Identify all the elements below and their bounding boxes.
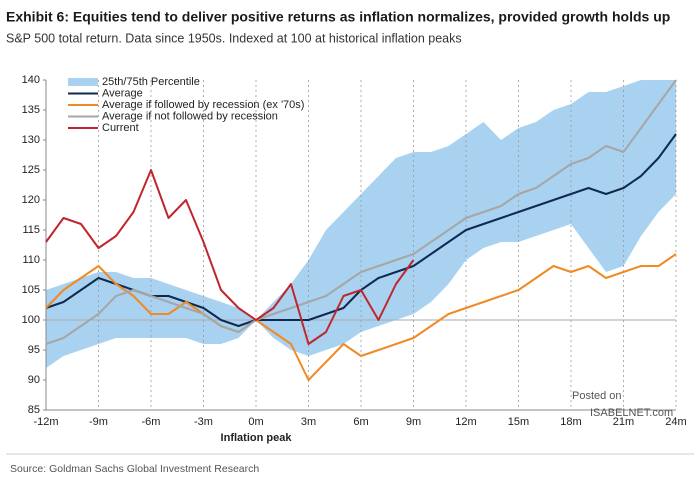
- x-tick-label: 21m: [613, 416, 634, 428]
- series-line: [45, 253, 677, 381]
- legend-label: 25th/75th Percentile: [102, 76, 200, 88]
- x-tick-label: 0m: [248, 416, 263, 428]
- y-tick-label: 130: [22, 134, 40, 146]
- legend-label: Current: [102, 122, 139, 134]
- x-tick-label: 9m: [406, 416, 421, 428]
- y-tick-label: 100: [22, 314, 40, 326]
- x-tick-label: 3m: [301, 416, 316, 428]
- legend-swatch: [68, 78, 98, 86]
- x-tick-label: 24m: [665, 416, 686, 428]
- y-tick-label: 125: [22, 164, 40, 176]
- legend-label: Average if not followed by recession: [102, 110, 278, 122]
- y-tick-label: 120: [22, 194, 40, 206]
- x-tick-label: 15m: [508, 416, 529, 428]
- y-tick-label: 95: [28, 344, 40, 356]
- source: Source: Goldman Sachs Global Investment …: [10, 463, 259, 475]
- y-tick-label: 105: [22, 284, 40, 296]
- y-tick-label: 115: [22, 224, 40, 236]
- x-tick-label: 6m: [353, 416, 368, 428]
- x-tick-label: 12m: [455, 416, 476, 428]
- x-tick-label: -9m: [89, 416, 108, 428]
- x-axis-label: Inflation peak: [221, 432, 293, 444]
- x-tick-label: -6m: [142, 416, 161, 428]
- legend-label: Average: [102, 87, 143, 99]
- chart-subtitle: S&P 500 total return. Data since 1950s. …: [6, 31, 462, 45]
- chart-title: Exhibit 6: Equities tend to deliver posi…: [6, 9, 670, 25]
- y-tick-label: 85: [28, 404, 40, 416]
- x-tick-label: 18m: [560, 416, 581, 428]
- y-tick-label: 90: [28, 374, 40, 386]
- series-line: [45, 79, 677, 345]
- x-tick-label: -12m: [33, 416, 58, 428]
- y-tick-label: 135: [22, 104, 40, 116]
- y-tick-label: 110: [22, 254, 40, 266]
- y-tick-label: 140: [22, 74, 40, 86]
- series-line: [45, 169, 415, 345]
- watermark: ISABELNET.com: [590, 407, 673, 419]
- x-tick-label: -3m: [194, 416, 213, 428]
- watermark: Posted on: [572, 390, 622, 402]
- legend-label: Average if followed by recession (ex '70…: [102, 99, 304, 111]
- percentile-band: [46, 80, 676, 368]
